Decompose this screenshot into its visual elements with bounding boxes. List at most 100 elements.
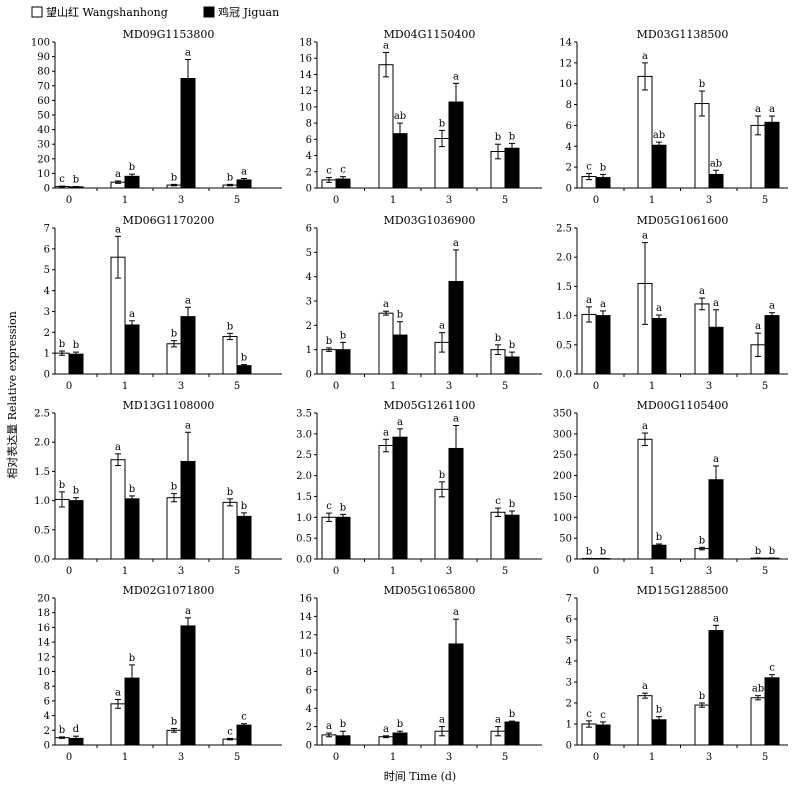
significance-label: b xyxy=(73,340,79,351)
x-tick-label: 1 xyxy=(390,195,396,206)
x-tick-label: 0 xyxy=(66,752,72,763)
y-tick-label: 14 xyxy=(299,612,312,623)
significance-label: ab xyxy=(710,158,722,169)
y-tick-label: 200 xyxy=(553,471,572,482)
y-tick-label: 50 xyxy=(559,534,572,545)
significance-label: b xyxy=(340,330,346,341)
x-tick-label: 5 xyxy=(234,381,240,392)
significance-label: c xyxy=(586,709,592,720)
y-tick-label: 0 xyxy=(306,184,312,195)
y-tick-label: 1.5 xyxy=(34,467,50,478)
y-tick-label: 350 xyxy=(553,409,572,420)
significance-label: b xyxy=(509,709,515,720)
bar-wangshanhong xyxy=(166,343,182,375)
y-tick-label: 100 xyxy=(553,513,572,524)
y-tick-label: 2 xyxy=(566,163,572,174)
significance-label: a xyxy=(383,427,389,438)
significance-label: b xyxy=(600,546,606,557)
x-tick-label: 5 xyxy=(234,752,240,763)
significance-label: b xyxy=(699,535,705,546)
y-tick-label: 10 xyxy=(299,649,312,660)
y-tick-label: 0.5 xyxy=(34,525,50,536)
legend-swatch-wangshanhong xyxy=(31,6,43,18)
y-tick-label: 5 xyxy=(306,248,312,259)
y-tick-label: 2.0 xyxy=(296,471,312,482)
significance-label: b xyxy=(59,339,65,350)
x-tick-label: 5 xyxy=(234,195,240,206)
panel-title: MD04G1150400 xyxy=(384,28,476,41)
significance-label: c xyxy=(495,496,501,507)
panel-title: MD15G1288500 xyxy=(637,584,729,597)
significance-label: b xyxy=(495,132,501,143)
y-tick-label: 1.0 xyxy=(556,311,572,322)
bar-jiguan xyxy=(764,121,780,189)
y-tick-label: 6 xyxy=(306,135,312,146)
significance-label: b xyxy=(340,719,346,730)
significance-label: b xyxy=(439,470,445,481)
y-tick-label: 10 xyxy=(37,169,50,180)
significance-label: a xyxy=(185,606,191,617)
significance-label: b xyxy=(509,499,515,510)
significance-label: a xyxy=(699,286,705,297)
y-tick-label: 3 xyxy=(566,678,572,689)
y-tick-label: 3 xyxy=(306,297,312,308)
legend: 望山红 Wangshanhong 鸡冠 Jiguan xyxy=(31,5,279,19)
panel-title: MD09G1153800 xyxy=(123,28,215,41)
significance-label: b xyxy=(227,172,233,183)
y-tick-label: 16 xyxy=(37,623,50,634)
bar-wangshanhong xyxy=(54,352,70,375)
y-tick-label: 20 xyxy=(37,594,50,605)
y-tick-label: 1.5 xyxy=(556,282,572,293)
significance-label: a xyxy=(586,295,592,306)
significance-label: b xyxy=(755,546,761,557)
x-tick-label: 5 xyxy=(502,566,508,577)
y-tick-label: 1 xyxy=(306,345,312,356)
significance-label: a xyxy=(241,167,247,178)
bar-jiguan xyxy=(504,514,520,560)
bar-wangshanhong xyxy=(637,438,653,560)
y-tick-label: 2.5 xyxy=(296,450,312,461)
y-tick-label: 12 xyxy=(37,652,50,663)
y-tick-label: 2.0 xyxy=(556,253,572,264)
y-tick-label: 1.0 xyxy=(34,496,50,507)
x-tick-label: 3 xyxy=(706,566,712,577)
y-tick-label: 50 xyxy=(37,111,50,122)
significance-label: b xyxy=(241,501,247,512)
bar-wangshanhong xyxy=(694,303,710,375)
y-tick-label: 0 xyxy=(306,370,312,381)
x-tick-label: 3 xyxy=(446,381,452,392)
bar-jiguan xyxy=(764,677,780,746)
bar-wangshanhong xyxy=(166,497,182,560)
x-tick-label: 3 xyxy=(446,752,452,763)
significance-label: b xyxy=(600,162,606,173)
bar-wangshanhong xyxy=(110,703,126,746)
significance-label: a xyxy=(453,414,459,425)
bar-jiguan xyxy=(651,719,667,746)
bar-jiguan xyxy=(595,315,611,375)
x-tick-label: 3 xyxy=(178,195,184,206)
y-tick-label: 2 xyxy=(306,321,312,332)
y-tick-label: 250 xyxy=(553,450,572,461)
significance-label: b xyxy=(397,719,403,730)
significance-label: a xyxy=(115,169,121,180)
y-tick-label: 4 xyxy=(566,142,572,153)
significance-label: a xyxy=(185,295,191,306)
y-tick-label: 100 xyxy=(31,38,50,49)
bar-wangshanhong xyxy=(434,488,450,560)
x-tick-label: 1 xyxy=(649,381,655,392)
x-tick-label: 0 xyxy=(66,381,72,392)
bar-jiguan xyxy=(504,147,520,189)
significance-label: b xyxy=(171,172,177,183)
y-tick-label: 0.0 xyxy=(296,555,312,566)
x-tick-label: 0 xyxy=(66,195,72,206)
y-tick-label: 0 xyxy=(306,741,312,752)
x-tick-label: 0 xyxy=(333,752,339,763)
y-tick-label: 0 xyxy=(566,741,572,752)
y-tick-label: 1 xyxy=(566,720,572,731)
y-tick-label: 70 xyxy=(37,81,50,92)
